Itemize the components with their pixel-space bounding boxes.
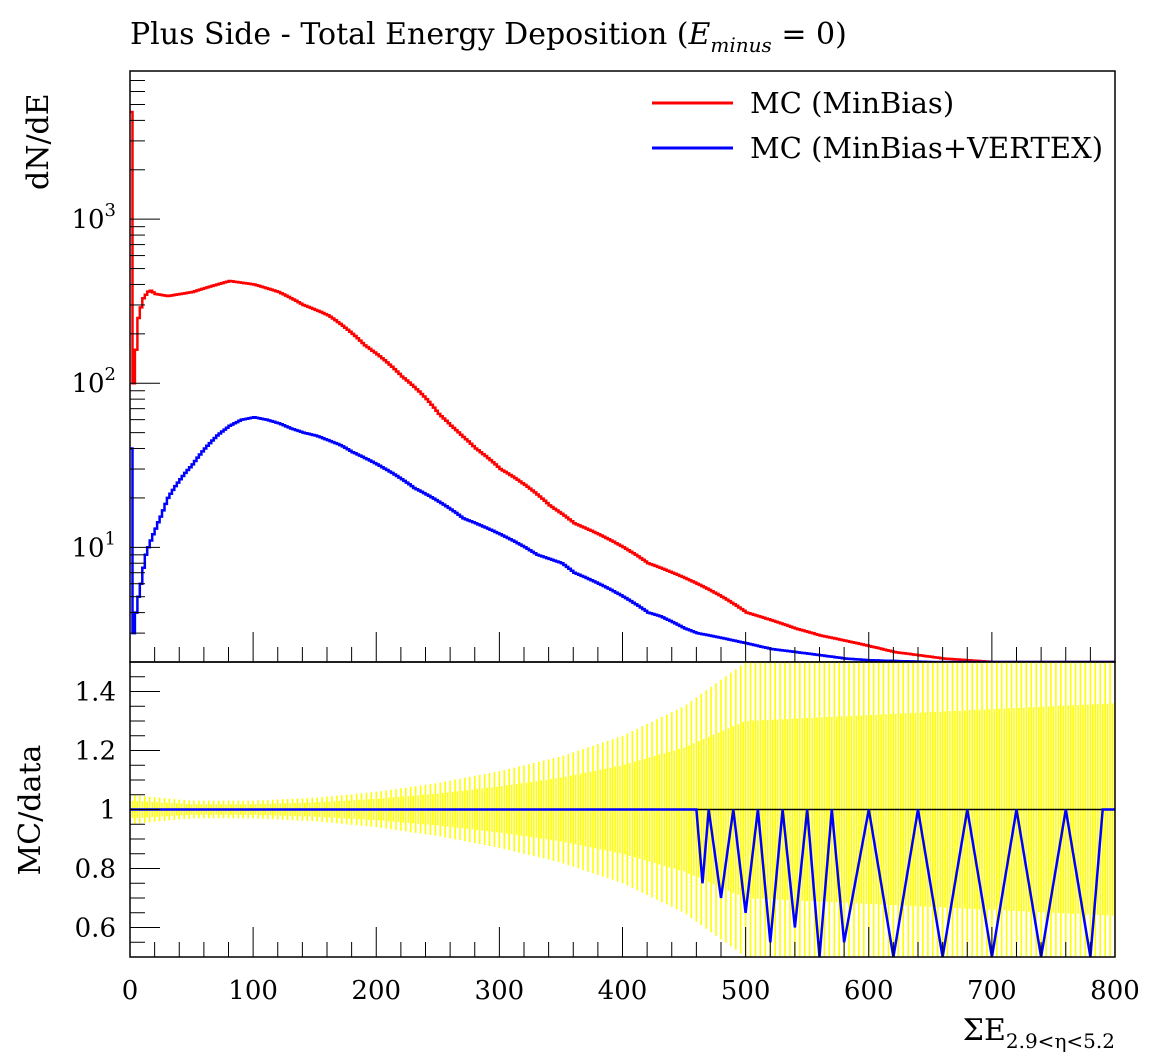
x-axis-title: ΣE2.9<η<5.2 xyxy=(963,1013,1115,1053)
x-axis-title-subscript: 2.9<η<5.2 xyxy=(1006,1029,1115,1053)
legend-label-minbias: MC (MinBias) xyxy=(750,86,954,120)
x-tick-label: 800 xyxy=(1090,976,1140,1006)
bottom-panel: 0.6 0.8 1 1.2 1.4 MC/data xyxy=(13,661,1116,958)
chart-title-variable: E xyxy=(688,17,711,52)
chart-title-subscript: minus xyxy=(710,33,771,57)
top-y-axis-title: dN/dE xyxy=(21,93,56,190)
bottom-y-tick-label: 0.6 xyxy=(75,914,116,944)
series-line-minbias xyxy=(130,110,1115,662)
x-tick-label: 0 xyxy=(122,976,139,1006)
bottom-y-tick-label: 1 xyxy=(99,796,116,826)
bottom-series-group xyxy=(130,662,1115,957)
legend: MC (MinBias) MC (MinBias+VERTEX) xyxy=(652,86,1103,165)
x-tick-label: 300 xyxy=(475,976,525,1006)
top-panel: 103 102 101 dN/dE MC (MinBias) MC (MinBias… xyxy=(21,70,1116,663)
bottom-ticks xyxy=(129,661,1116,958)
x-tick-label: 100 xyxy=(228,976,278,1006)
top-ylabel-text: dN/dE xyxy=(21,93,56,190)
series-line-minbias-vertex xyxy=(130,416,1115,662)
top-y-tick-labels: 103 102 101 xyxy=(71,200,116,563)
bottom-y-tick-labels: 0.6 0.8 1 1.2 1.4 xyxy=(75,678,116,944)
chart-title: Plus Side - Total Energy Deposition (Emi… xyxy=(130,17,847,57)
x-tick-label: 400 xyxy=(598,976,648,1006)
ratio-line-minbias-vertex xyxy=(130,808,1115,957)
bottom-y-tick-label: 1.4 xyxy=(75,678,116,708)
x-axis-title-main: ΣE xyxy=(963,1013,1006,1048)
x-tick-label: 700 xyxy=(967,976,1017,1006)
top-y-tick-label: 101 xyxy=(71,528,116,563)
x-tick-labels: 0 100 200 300 400 500 600 700 800 xyxy=(122,976,1140,1006)
top-series-group xyxy=(130,110,1115,662)
x-tick-label: 200 xyxy=(351,976,401,1006)
bottom-y-axis-title: MC/data xyxy=(13,744,48,875)
x-tick-label: 500 xyxy=(721,976,771,1006)
top-y-tick-label: 103 xyxy=(71,200,116,235)
top-ticks xyxy=(129,70,1116,663)
bottom-y-tick-label: 1.2 xyxy=(75,737,116,767)
bottom-y-tick-label: 0.8 xyxy=(75,855,116,885)
top-y-tick-label: 102 xyxy=(71,364,116,399)
x-tick-label: 600 xyxy=(844,976,894,1006)
chart-title-tail: = 0) xyxy=(772,17,847,52)
chart-title-main: Plus Side - Total Energy Deposition ( xyxy=(130,17,689,52)
legend-label-minbias-vertex: MC (MinBias+VERTEX) xyxy=(750,131,1103,165)
